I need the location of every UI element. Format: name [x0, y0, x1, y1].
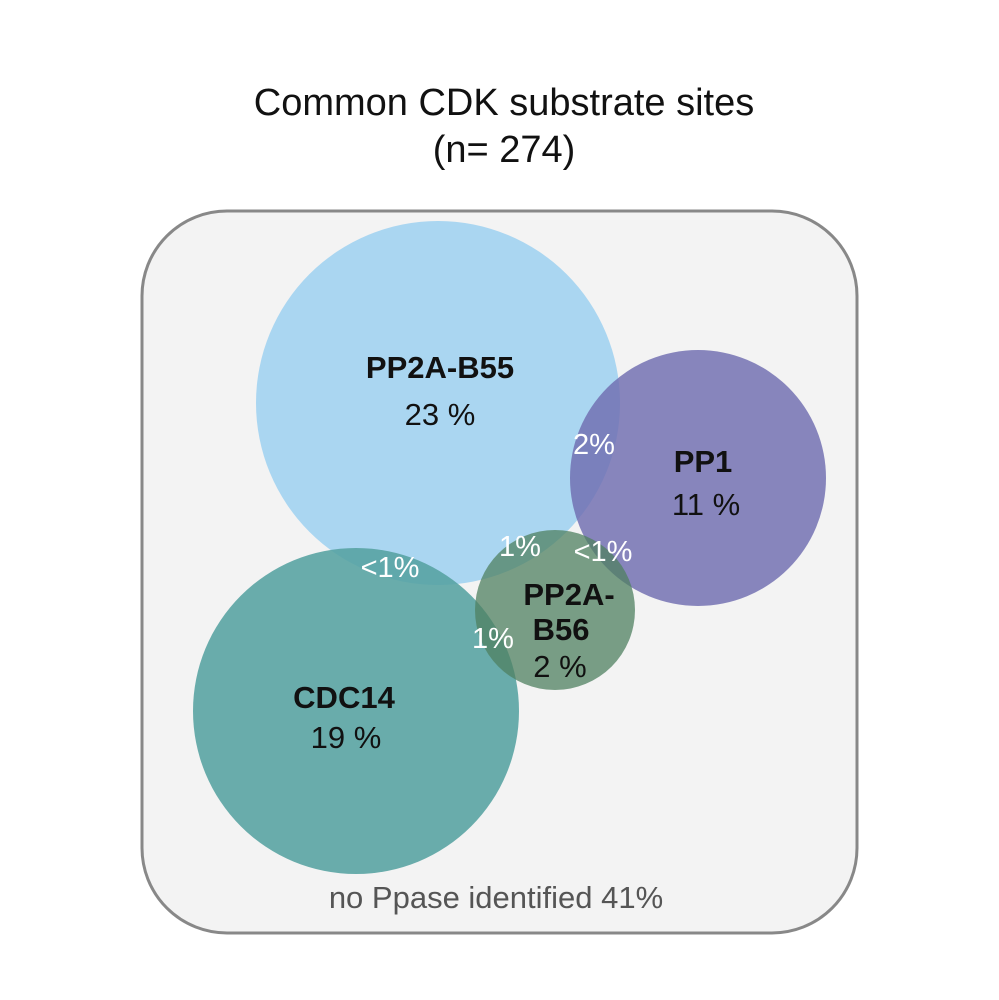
- overlap-b55-b56-label: 1%: [499, 531, 541, 563]
- pp1-name: PP1: [674, 444, 733, 479]
- pp2a-b56-name-line-2: B56: [533, 612, 590, 647]
- overlap-b56-pp1-label: <1%: [574, 536, 633, 568]
- cdc14-circle: [193, 548, 519, 874]
- title-line-2: (n= 274): [433, 129, 576, 171]
- pp1-percent: 11 %: [672, 487, 740, 522]
- pp2a-b55-circle: [256, 221, 620, 585]
- pp2a-b56-name-line-1: PP2A-: [523, 577, 614, 612]
- pp1-circle: [570, 350, 826, 606]
- pp2a-b55-percent: 23 %: [405, 397, 476, 432]
- overlap-b55-pp1-label: 2%: [573, 429, 615, 461]
- overlap-b55-cdc14-label: <1%: [361, 552, 420, 584]
- title-line-1: Common CDK substrate sites: [254, 82, 755, 124]
- cdc14-percent: 19 %: [311, 720, 382, 755]
- pp2a-b55-name: PP2A-B55: [366, 350, 514, 385]
- pp2a-b56-percent: 2 %: [533, 649, 586, 684]
- pp2a-b56-circle: [475, 530, 635, 690]
- cdc14-name: CDC14: [293, 680, 395, 715]
- overlap-cdc14-b56-label: 1%: [472, 623, 514, 655]
- no-ppase-label: no Ppase identified 41%: [329, 880, 663, 915]
